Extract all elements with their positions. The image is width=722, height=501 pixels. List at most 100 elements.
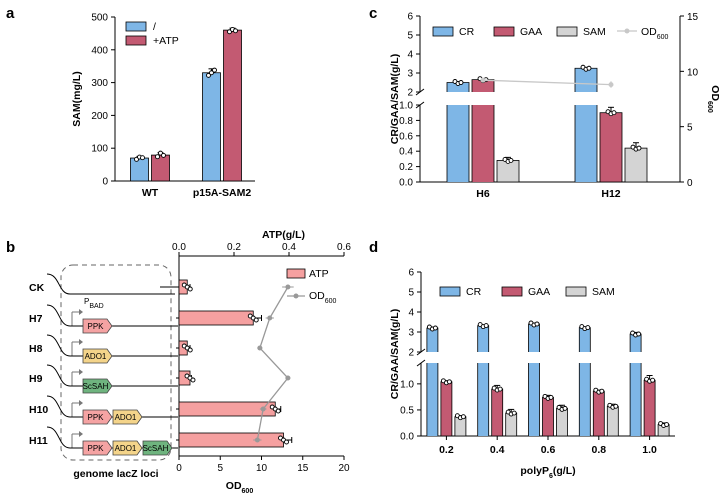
legend-swatch (501, 286, 523, 297)
legend-label-od600: OD600 (641, 26, 669, 41)
chromosome-line (46, 395, 71, 418)
od600-point (608, 82, 614, 88)
y-tick-label: 0.2 (399, 162, 413, 173)
bottom-tick-label: 15 (297, 463, 309, 474)
promoter-label: PBAD (84, 297, 104, 310)
atp-point (190, 377, 196, 383)
promoter-arrow-head (79, 309, 83, 315)
panel-c-label: c (369, 5, 377, 22)
strain-label: H8 (29, 343, 43, 355)
y-tick-label: 2 (408, 348, 414, 359)
promoter-label-sub: BAD (89, 303, 103, 310)
bar-GAA (542, 397, 554, 437)
bar-CR-lower (477, 363, 489, 436)
gene-label-ado1: ADO1 (115, 444, 137, 453)
bar-point (161, 152, 166, 158)
od600-point (267, 315, 273, 321)
bar-SAM (606, 405, 619, 437)
y-tick-label: 5 (408, 288, 414, 299)
bar-outline (477, 363, 490, 436)
bar-CR-lower (575, 105, 597, 182)
atp-point (253, 317, 259, 323)
atp-point (284, 439, 289, 445)
bar-point (483, 323, 489, 329)
bar-point (534, 321, 540, 327)
strain-label: H7 (29, 313, 43, 325)
gene-ado1 (112, 440, 143, 456)
legend-swatch (493, 26, 515, 37)
y-tick-label: 0.4 (399, 147, 413, 158)
legend-label-od600-main: OD (641, 26, 657, 38)
bar-point (212, 67, 217, 73)
bar-outline (446, 105, 470, 182)
atp-point (187, 347, 193, 353)
bar-SAM (624, 147, 648, 183)
promoter-arrow-head (79, 400, 83, 406)
y-tick-label: 5 (407, 31, 413, 42)
legend-label: GAA (528, 286, 550, 298)
gene-label-ado1: ADO1 (85, 352, 107, 361)
strain-label: H10 (29, 404, 48, 416)
legend-label: SAM (592, 286, 615, 298)
legend-label: CR (459, 26, 475, 38)
x-category-label: H6 (476, 188, 490, 200)
legend-label: SAM (583, 26, 606, 38)
x-axis-label-tail: (g/L) (553, 465, 576, 477)
legend-swatch (565, 286, 587, 297)
x-category-label: WT (142, 187, 159, 199)
od600-point (257, 345, 263, 351)
y-axis-label: CR/GAA/SAM(g/L) (389, 54, 401, 144)
od600-point (260, 406, 266, 412)
bar-/ (130, 157, 149, 182)
y-tick-label: 0.5 (400, 405, 414, 416)
bar-GAA (592, 390, 605, 437)
y-tick-label: 2 (407, 88, 413, 99)
bar-point (613, 403, 619, 409)
bar-GAA (643, 379, 656, 437)
bottom-tick-label: 10 (256, 463, 268, 474)
gene-label-ado1: ADO1 (115, 413, 137, 422)
y2-tick-label: 15 (687, 12, 699, 23)
od600-line (482, 79, 612, 86)
y-tick-label: 0.0 (400, 432, 414, 443)
bar-GAA-lower (472, 105, 494, 182)
legend-swatch (556, 26, 578, 37)
bar-CR-upper (447, 82, 469, 92)
y2-axis-label-sub: 600 (707, 101, 714, 113)
bar-+ATP (151, 154, 170, 182)
bar-CR-upper (426, 328, 438, 352)
bar-outline (574, 105, 598, 182)
bar-point (562, 405, 568, 411)
bottom-axis-label: OD600 (226, 480, 254, 495)
bar-GAA (440, 381, 453, 437)
od600-point (285, 375, 291, 381)
bar-GAA (491, 388, 504, 437)
x-axis-label-main: polyP (520, 465, 549, 477)
x-category-label: 0.2 (439, 444, 454, 456)
bar-CR-upper (630, 334, 642, 352)
bar-point (209, 70, 214, 76)
bar-SAM (556, 407, 568, 437)
od600-point (285, 284, 291, 290)
y-tick-label: 3 (407, 69, 413, 80)
bar-GAA (599, 112, 623, 183)
lacz-locus-box (60, 264, 172, 461)
strain-label: CK (29, 282, 45, 294)
bar-point (508, 157, 514, 163)
legend-label-od600-main: OD (309, 290, 325, 302)
legend-swatch (125, 35, 147, 46)
panel-b-label: b (6, 239, 15, 256)
atp-bar (178, 432, 284, 448)
bar-point (636, 331, 642, 337)
y-tick-label: 1.0 (399, 101, 413, 112)
bar-CR-lower (630, 363, 642, 436)
top-tick-label: 0.2 (227, 242, 241, 253)
gene-ado1 (112, 409, 143, 425)
gene-label-ppk: PPK (87, 322, 104, 331)
panel-c-chart: 0.0 0.2 0.4 0.6 0.8 1.0 2 3 4 5 6 0 5 10 15 CR/GAA/SAM(… (389, 12, 721, 201)
panel-d-chart: 0.0 0.5 1.0 2 3 4 5 6 CR/GAA/SAM(g/L) 0.2 0.4 0.6 0.… (389, 268, 675, 480)
strain-label: H9 (29, 373, 43, 385)
bottom-axis-label-main: OD (226, 480, 242, 492)
bar-outline (629, 363, 642, 436)
y2-axis-label-main: OD (709, 85, 721, 101)
